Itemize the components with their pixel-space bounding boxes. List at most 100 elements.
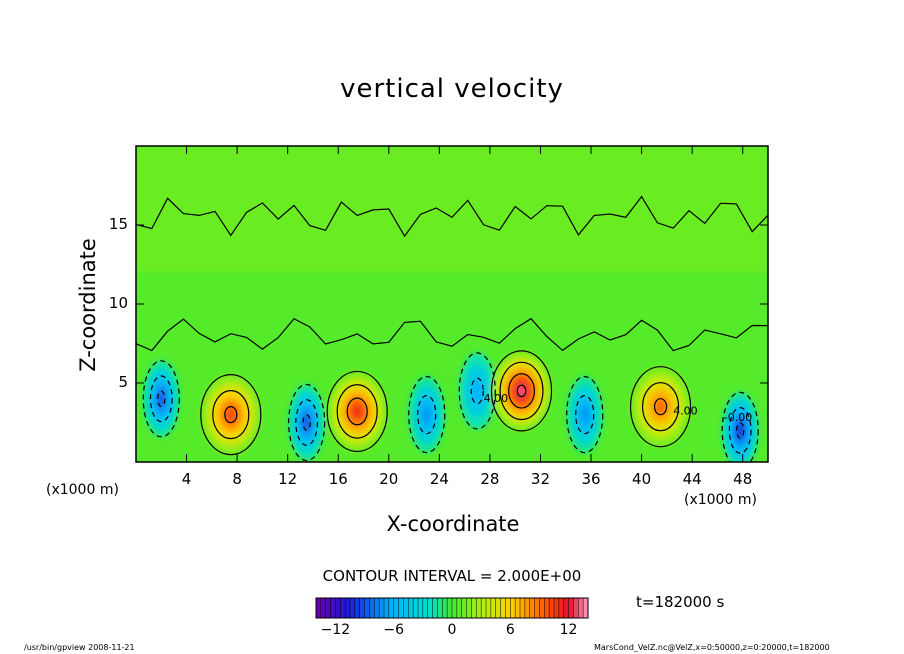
colorbar-bin (408, 598, 414, 618)
colorbar-bin (442, 598, 448, 618)
x-axis-label: X-coordinate (386, 512, 520, 536)
colorbar-bin (486, 598, 492, 618)
colorbar-bin (350, 598, 356, 618)
contour-line (499, 361, 544, 421)
colorbar-bin (325, 598, 332, 618)
footer-right: MarsCond_VelZ.nc@VelZ,x=0:50000,z=0:2000… (594, 643, 830, 652)
contour-label: 4.00 (484, 392, 509, 405)
contour-line (326, 370, 388, 453)
contour-line (149, 375, 173, 423)
contour-line (295, 399, 319, 446)
contour-line (629, 366, 692, 448)
colorbar-bin (583, 598, 589, 618)
contour-line (470, 377, 484, 405)
x-tick-label: 48 (733, 470, 753, 488)
colorbar-tick-label: 12 (559, 622, 578, 638)
contour-line (200, 374, 262, 456)
colorbar-tick-label: 0 (447, 622, 457, 638)
colorbar-bin (534, 598, 540, 618)
colorbar-bin (320, 598, 327, 618)
colorbar-bin (505, 598, 511, 618)
colorbar-bin (539, 598, 545, 618)
colorbar-bin (427, 598, 434, 618)
colorbar-bin (549, 598, 555, 618)
colorbar-bin (354, 598, 361, 618)
contour-line (458, 352, 496, 430)
colorbar-bin (471, 598, 477, 618)
y-tick-label: 10 (108, 294, 128, 312)
contour-label: -0.00 (724, 411, 752, 424)
feature-positive-1 (200, 374, 261, 455)
contour-line (417, 395, 437, 435)
colorbar-bin (340, 598, 346, 618)
x-tick-label: 12 (278, 470, 298, 488)
contour-line (566, 376, 604, 454)
colorbar-bin (573, 598, 579, 618)
colorbar-bin (500, 598, 506, 618)
y-tick-label: 5 (118, 373, 128, 391)
contour-line (490, 350, 553, 432)
colorbar-bin (563, 598, 570, 618)
colorbar-bin (330, 598, 336, 618)
colorbar-bin (466, 598, 472, 618)
colorbar-bin (452, 598, 458, 618)
colorbar-bin (437, 598, 443, 618)
contour-label: 4.00 (673, 405, 698, 418)
x-tick-label: 28 (480, 470, 500, 488)
colorbar-bin (422, 598, 429, 618)
contour-line (508, 373, 535, 409)
colorbar-bin (510, 598, 516, 618)
colorbar-bin (369, 598, 375, 618)
contour-line (653, 398, 668, 416)
feature-negative-0 (143, 360, 180, 437)
colorbar-bin (359, 598, 366, 618)
contour-line (142, 360, 180, 438)
colorbar-tick-label: −6 (383, 622, 405, 638)
x-tick-label: 32 (530, 470, 551, 488)
contour-interval-note: CONTOUR INTERVAL = 2.000E+00 (322, 567, 582, 585)
colorbar-bin (529, 598, 536, 618)
colorbar-bin (393, 598, 400, 618)
colorbar-bin (388, 598, 395, 618)
contour-line (346, 397, 368, 426)
colorbar-bin (515, 598, 521, 618)
x-unit-label-right: (x1000 m) (684, 492, 757, 508)
colorbar-bin (495, 598, 502, 618)
colorbar-bin (447, 598, 453, 618)
contour-line (212, 390, 250, 440)
colorbar-tick-label: −12 (320, 622, 351, 638)
x-tick-label: 4 (181, 470, 192, 488)
colorbar-bin (520, 598, 526, 618)
upper-contour (136, 195, 768, 238)
time-label: t=182000 s (636, 593, 725, 611)
chart-title: vertical velocity (340, 74, 564, 104)
colorbar-bin (578, 598, 584, 618)
colorbar-bin (374, 598, 380, 618)
x-tick-label: 8 (232, 470, 242, 488)
contour-line (408, 376, 446, 454)
y-tick-label: 15 (108, 215, 128, 233)
colorbar-bin (364, 598, 370, 618)
colorbar-bin (398, 598, 404, 618)
colorbar-frame (315, 597, 589, 619)
feature-negative-7 (566, 376, 603, 453)
colorbar-bin (461, 598, 468, 618)
colorbar-bin (481, 598, 487, 618)
contour-line (735, 422, 745, 439)
x-tick-label: 44 (682, 470, 702, 488)
colorbar-bin (490, 598, 497, 618)
colorbar-bin (524, 598, 531, 618)
feature-positive-8 (630, 366, 691, 447)
contour-line (641, 382, 680, 432)
zero-contour (136, 317, 768, 352)
colorbar-bin (476, 598, 482, 618)
contour-line (288, 383, 326, 462)
contour-line (575, 395, 595, 435)
feature-positive-3 (327, 371, 388, 452)
x-tick-label: 40 (632, 470, 652, 488)
contour-line (516, 384, 527, 398)
upper-band (136, 146, 768, 273)
colorbar-bin (384, 598, 390, 618)
colorbar-bin (554, 598, 560, 618)
